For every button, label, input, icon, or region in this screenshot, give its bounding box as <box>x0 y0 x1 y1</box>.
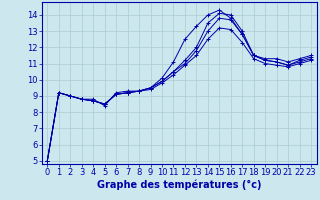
X-axis label: Graphe des températures (°c): Graphe des températures (°c) <box>97 180 261 190</box>
